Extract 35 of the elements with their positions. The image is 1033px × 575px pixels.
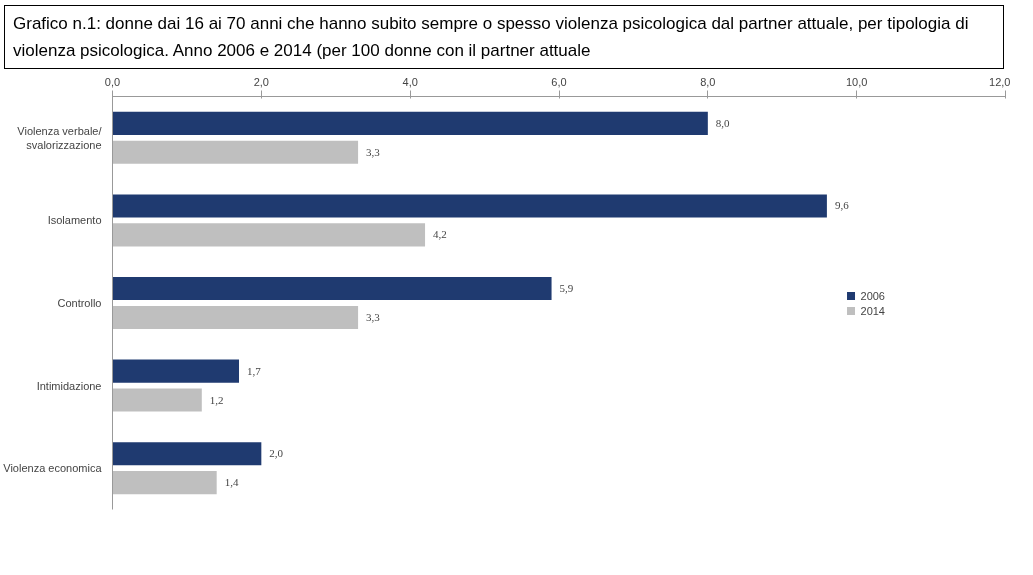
y-tick-label: Violenza economica — [3, 462, 103, 475]
bar — [112, 471, 217, 495]
legend-label: 2006 — [860, 289, 885, 302]
x-tick-label: 0,0 — [104, 75, 121, 88]
bar — [112, 141, 359, 165]
data-label: 3,3 — [366, 146, 381, 159]
bar — [112, 277, 552, 301]
x-tick-label: 6,0 — [551, 75, 567, 88]
y-tick-label: Intimidazione — [36, 379, 102, 392]
bar — [112, 442, 262, 466]
data-label: 1,4 — [224, 476, 239, 489]
data-label: 2,0 — [269, 447, 284, 460]
x-tick-label: 8,0 — [700, 75, 716, 88]
chart-title: Grafico n.1: donne dai 16 ai 70 anni che hanno subito sempre o spesso violenza psicologica dal partner attuale, per tipologia di violenza psicologica. Anno 2006 e 2014 (per 100 donne con il partner attuale — [13, 13, 970, 63]
bar — [112, 112, 708, 136]
y-tick-label: Controllo — [57, 297, 102, 310]
data-label: 1,7 — [247, 365, 262, 378]
bar — [112, 194, 827, 218]
x-tick-label: 4,0 — [402, 75, 418, 88]
bar — [112, 388, 202, 412]
data-label: 9,6 — [834, 199, 850, 212]
x-tick-label: 10,0 — [845, 75, 868, 88]
legend-label: 2014 — [860, 304, 885, 317]
data-label: 3,3 — [366, 311, 381, 324]
data-label: 1,2 — [209, 393, 224, 406]
bar — [112, 306, 359, 330]
y-tick-label: Isolamento — [47, 214, 102, 227]
y-tick-label: Violenza verbale/ svalorizzazione — [17, 124, 103, 152]
data-label: 4,2 — [433, 228, 447, 241]
x-tick-label: 2,0 — [253, 75, 269, 88]
x-tick-label: 12,0 — [989, 75, 1011, 88]
bar — [112, 223, 426, 247]
data-label: 5,9 — [559, 282, 574, 295]
bar — [112, 359, 240, 384]
data-label: 8,0 — [715, 117, 731, 130]
